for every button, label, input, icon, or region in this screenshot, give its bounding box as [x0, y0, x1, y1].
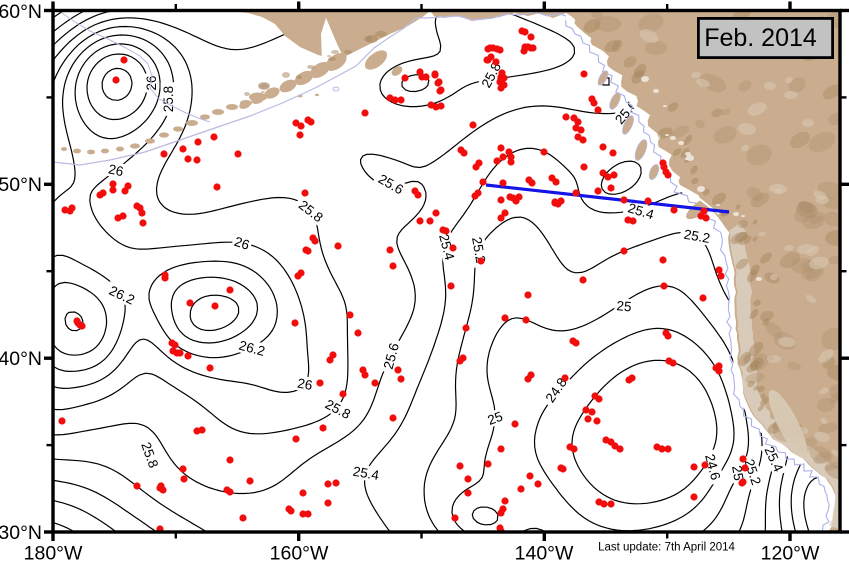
svg-text:140°W: 140°W: [515, 543, 574, 564]
svg-text:120°W: 120°W: [761, 543, 820, 564]
svg-text:25: 25: [616, 298, 632, 314]
svg-text:40°N: 40°N: [0, 348, 42, 370]
svg-text:25.4: 25.4: [436, 232, 457, 262]
svg-text:180°W: 180°W: [24, 543, 83, 564]
svg-text:25.4: 25.4: [352, 464, 381, 483]
svg-text:25.4: 25.4: [626, 200, 656, 222]
svg-text:26: 26: [232, 234, 251, 253]
svg-text:60°N: 60°N: [0, 1, 42, 23]
svg-text:Last update: 7th April 2014: Last update: 7th April 2014: [598, 542, 735, 554]
svg-text:25: 25: [485, 409, 504, 428]
svg-text:26.2: 26.2: [237, 338, 266, 359]
svg-text:25.2: 25.2: [469, 236, 488, 264]
svg-text:26: 26: [296, 376, 313, 393]
svg-text:Feb. 2014: Feb. 2014: [704, 24, 817, 52]
svg-text:50°N: 50°N: [0, 174, 42, 196]
svg-text:25.8: 25.8: [161, 86, 176, 112]
svg-text:160°W: 160°W: [270, 543, 329, 564]
svg-text:30°N: 30°N: [0, 522, 42, 544]
svg-text:25.2: 25.2: [683, 227, 711, 246]
svg-text:24.6: 24.6: [702, 452, 723, 481]
svg-text:26: 26: [107, 161, 125, 179]
svg-text:25.6: 25.6: [381, 341, 402, 370]
